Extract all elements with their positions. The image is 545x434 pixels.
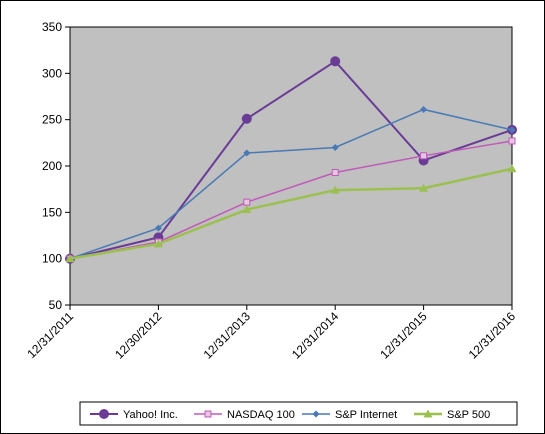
legend-label: Yahoo! Inc. [123,409,178,421]
legend-label: NASDAQ 100 [227,409,295,421]
legend-item-s-p-500: S&P 500 [414,409,490,421]
y-tick-label: 300 [42,66,62,80]
legend-marker [423,409,433,418]
series-line-nasdaq-100 [69,140,513,260]
data-point-nasdaq-100 [331,168,339,176]
y-tick-label: 200 [42,159,62,173]
series-layer [65,56,517,264]
series-s-p-500 [65,164,517,263]
data-point-s-p-500 [419,183,429,192]
y-tick-label: 50 [49,298,63,312]
y-axis: 50 100 150 200 250 300 350 [42,20,70,312]
data-point-s-p-internet [420,105,428,113]
plot-area [69,26,513,306]
x-axis: 12/31/2011 12/30/2012 12/31/2013 12/31/2014… [24,305,518,362]
legend-item-yahoo-inc: Yahoo! Inc. [90,409,178,421]
data-point-s-p-500 [507,164,517,173]
data-point-s-p-500 [65,254,75,263]
series-s-p-internet [66,105,516,263]
data-point-s-p-internet [154,224,162,232]
x-tick-label: 12/30/2012 [112,309,165,362]
data-point-nasdaq-100 [508,137,516,145]
y-tick-label: 250 [42,113,62,127]
y-tick-label: 100 [42,252,62,266]
x-tick-label: 12/31/2016 [466,309,519,362]
x-tick-label: 12/31/2014 [289,309,342,362]
data-point-s-p-internet [243,149,251,157]
series-line-s-p-internet [69,108,513,260]
legend-marker [312,410,320,418]
legend-box [79,401,518,426]
x-tick-label: 12/31/2015 [377,309,430,362]
data-point-s-p-500 [153,239,163,248]
data-point-s-p-500 [242,205,252,214]
x-tick-label: 12/31/2011 [24,309,76,361]
data-point-s-p-internet [331,143,339,151]
data-point-nasdaq-100 [243,198,251,206]
data-point-nasdaq-100 [420,152,428,160]
y-tick-label: 150 [42,205,62,219]
legend-label: S&P 500 [447,409,490,421]
legend-item-s-p-internet: S&P Internet [302,409,397,421]
data-point-yahoo-inc [330,56,341,67]
legend-item-nasdaq-100: NASDAQ 100 [194,409,295,421]
legend: Yahoo! Inc. NASDAQ 100 S&P Internet S&P 500 [79,401,518,426]
series-line-yahoo-inc [69,59,513,260]
y-tick-label: 350 [42,20,62,34]
legend-marker [204,410,212,418]
series-line-s-p-500 [69,167,513,260]
data-point-yahoo-inc [241,113,252,124]
x-tick-label: 12/31/2013 [201,309,254,362]
legend-marker [99,409,109,419]
data-point-s-p-500 [330,185,340,194]
legend-label: S&P Internet [335,409,397,421]
data-point-s-p-internet [508,126,516,134]
